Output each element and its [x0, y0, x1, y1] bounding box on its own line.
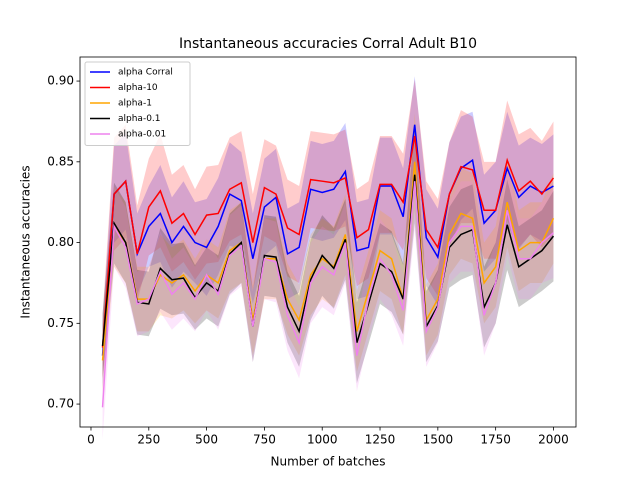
- error-band: [102, 79, 554, 380]
- x-tick-label: 500: [195, 433, 218, 447]
- y-axis-label: Instantaneous accuracies: [19, 165, 33, 318]
- x-tick-label: 0: [87, 433, 95, 447]
- y-tick-label: 0.70: [47, 397, 74, 411]
- chart-title: Instantaneous accuracies Corral Adult B1…: [179, 36, 477, 52]
- x-tick-label: 1250: [365, 433, 396, 447]
- legend-label: alpha-1: [118, 99, 152, 109]
- plot-frame: [79, 56, 577, 428]
- legend-label: alpha-10: [118, 83, 158, 93]
- y-tick-label: 0.90: [47, 74, 74, 88]
- x-tick-label: 1000: [307, 433, 338, 447]
- error-band: [102, 132, 554, 440]
- legend-box: [84, 61, 191, 146]
- y-tick-label: 0.85: [47, 154, 74, 168]
- x-tick-label: 750: [253, 433, 276, 447]
- x-tick-label: 1500: [423, 433, 454, 447]
- legend-label: alpha-0.1: [118, 114, 161, 124]
- series-line: [101, 135, 555, 348]
- y-tick-label: 0.80: [47, 235, 74, 249]
- error-band: [102, 76, 554, 388]
- error-band: [102, 113, 554, 393]
- legend-label: alpha Corral: [118, 68, 173, 78]
- x-axis-label: Number of batches: [271, 455, 386, 469]
- y-tick-label: 0.75: [47, 316, 74, 330]
- x-tick-label: 2000: [538, 433, 569, 447]
- x-tick-label: 1750: [480, 433, 511, 447]
- series-line: [101, 181, 554, 408]
- x-tick-label: 250: [137, 433, 160, 447]
- legend-label: alpha-0.01: [118, 130, 166, 140]
- error-band: [102, 126, 554, 384]
